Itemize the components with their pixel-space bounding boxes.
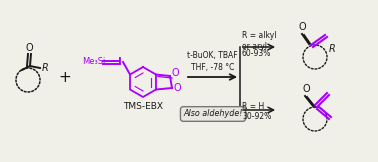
Text: +: +	[59, 69, 71, 85]
Text: 60-93%: 60-93%	[242, 49, 271, 58]
Text: R: R	[42, 63, 49, 73]
Text: I: I	[118, 57, 122, 67]
Text: R: R	[329, 44, 336, 54]
Text: Me₃Si: Me₃Si	[82, 58, 105, 66]
Text: R = H: R = H	[242, 102, 264, 111]
Text: O: O	[173, 83, 181, 93]
Text: O: O	[172, 68, 180, 78]
Text: TMS-EBX: TMS-EBX	[123, 102, 163, 111]
Text: R = alkyl
or aryl: R = alkyl or aryl	[242, 31, 276, 51]
Text: O: O	[302, 84, 310, 94]
Text: t-BuOK, TBAF
THF, -78 °C: t-BuOK, TBAF THF, -78 °C	[187, 51, 238, 72]
Text: O: O	[298, 22, 306, 32]
Text: O: O	[25, 43, 33, 53]
Text: 30-92%: 30-92%	[242, 112, 271, 121]
Text: Also aldehyde!: Also aldehyde!	[183, 110, 243, 118]
